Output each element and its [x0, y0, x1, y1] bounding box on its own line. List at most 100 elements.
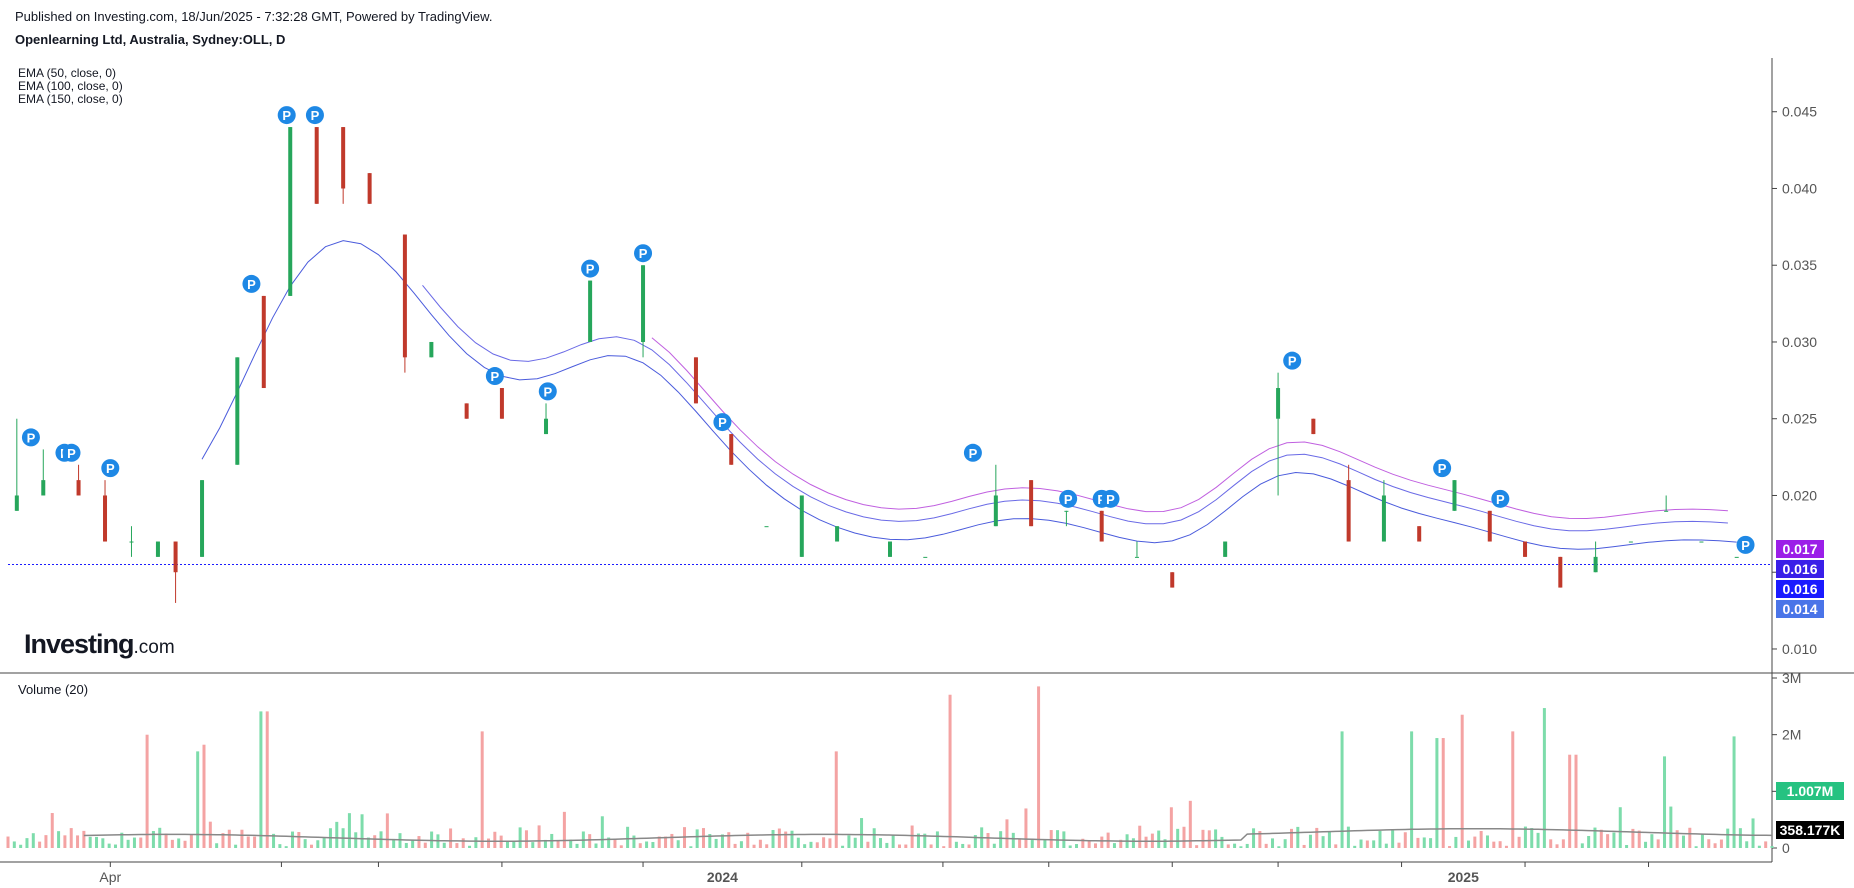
volume-bar: [866, 841, 870, 848]
volume-bar: [645, 841, 649, 848]
volume-bar: [1176, 828, 1180, 848]
dividend-badge-label: P: [586, 262, 595, 277]
dividend-badge-label: P: [718, 415, 727, 430]
candle-body: [729, 434, 734, 465]
volume-bar: [1182, 826, 1186, 848]
dividend-badge-icon: [581, 259, 600, 278]
volume-bar: [1403, 832, 1407, 848]
dividend-badge-label: P: [1106, 492, 1115, 507]
volume-bar: [1163, 839, 1167, 848]
volume-bar: [1751, 818, 1755, 848]
candle-body: [1417, 526, 1422, 542]
volume-bar: [1201, 829, 1205, 848]
volume-bar: [1397, 842, 1401, 848]
candle-body: [1381, 495, 1386, 542]
volume-bar: [398, 833, 402, 848]
volume-bar: [227, 829, 231, 848]
candle-body: [923, 556, 928, 558]
candle-body: [1064, 510, 1069, 512]
price-label-text: 0.014: [1782, 601, 1817, 617]
volume-bar: [1340, 731, 1344, 848]
candle-body: [367, 173, 372, 204]
volume-bar: [897, 844, 901, 848]
volume-bar: [278, 844, 282, 848]
price-label-box: [1776, 560, 1824, 578]
volume-bar: [1599, 829, 1603, 848]
volume-bar: [1327, 831, 1331, 848]
volume-bar: [1511, 731, 1515, 848]
volume-bar: [1075, 844, 1079, 848]
volume-bar: [316, 840, 320, 848]
volume-bar: [632, 835, 636, 848]
volume-bar: [1195, 845, 1199, 848]
volume-bar: [1245, 843, 1249, 848]
volume-bar: [512, 841, 516, 848]
dividend-badge-icon: [713, 413, 732, 432]
volume-bar: [607, 837, 611, 848]
volume-bar: [1100, 836, 1104, 848]
volume-bar: [619, 845, 623, 848]
candle-body: [103, 495, 108, 542]
ema-100-line: [422, 284, 1728, 532]
candle-body: [1664, 510, 1669, 512]
volume-bar: [95, 836, 99, 848]
volume-bar: [1037, 686, 1041, 848]
volume-bar: [999, 831, 1003, 848]
volume-bar: [303, 839, 307, 848]
volume-bar: [1650, 834, 1654, 848]
volume-bar: [1384, 843, 1388, 848]
candle-body: [341, 127, 346, 189]
volume-bar: [196, 751, 200, 848]
volume-bar: [101, 838, 105, 848]
volume-bar: [1688, 827, 1692, 848]
dividend-badge-label: P: [1438, 461, 1447, 476]
volume-bar: [1056, 830, 1060, 848]
volume-bar: [322, 837, 326, 848]
time-tick-label: 2025: [1448, 869, 1479, 885]
candle-body: [1699, 541, 1704, 543]
volume-bar: [524, 830, 528, 848]
volume-bar: [986, 833, 990, 848]
volume-bar: [967, 844, 971, 848]
volume-bar: [291, 831, 295, 848]
volume-bar: [1169, 807, 1173, 848]
volume-tick-label: 3M: [1782, 670, 1801, 686]
volume-bar: [1049, 830, 1053, 848]
candle-body: [200, 480, 205, 557]
volume-bar: [297, 832, 301, 848]
volume-bar: [1422, 837, 1426, 848]
ema-150-line: [651, 337, 1728, 520]
dividend-badge-icon: [1433, 459, 1452, 478]
volume-bar: [215, 843, 219, 848]
volume-bar: [664, 836, 668, 848]
volume-bar: [1593, 827, 1597, 848]
volume-bar: [1283, 839, 1287, 848]
candle-body: [641, 265, 646, 342]
volume-bar: [57, 831, 61, 848]
volume-bar: [841, 845, 845, 848]
volume-bar: [1220, 836, 1224, 848]
volume-bar: [183, 840, 187, 848]
volume-bar: [657, 836, 661, 848]
candle-body: [1170, 572, 1175, 588]
volume-bar: [1656, 839, 1660, 848]
volume-bar: [1308, 834, 1312, 848]
volume-bar: [973, 835, 977, 848]
volume-bar: [164, 833, 168, 848]
candle-body: [544, 418, 549, 435]
volume-bar: [1258, 831, 1262, 848]
volume-bar: [796, 837, 800, 848]
dividend-badge-label: P: [543, 384, 552, 399]
volume-bar: [651, 842, 655, 848]
volume-label-box: [1776, 782, 1844, 800]
dividend-badge-label: P: [67, 446, 76, 461]
dividend-badge-icon: [538, 382, 557, 401]
dividend-badge-label: P: [639, 246, 648, 261]
dividend-badge-label: P: [247, 277, 256, 292]
volume-bar: [518, 827, 522, 848]
candle-body: [14, 495, 19, 511]
volume-bar: [253, 836, 257, 848]
price-label-text: 0.016: [1782, 581, 1817, 597]
volume-bar: [1226, 844, 1230, 848]
